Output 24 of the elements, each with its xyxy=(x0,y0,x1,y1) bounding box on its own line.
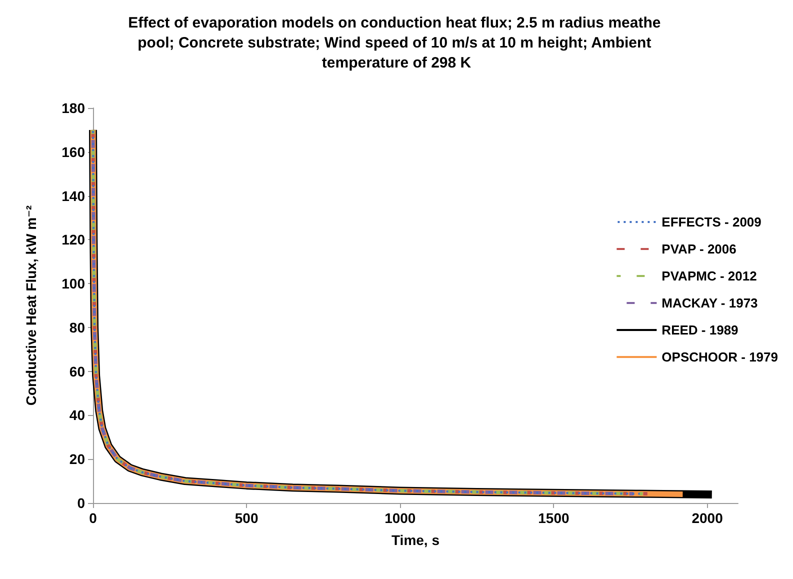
y-tick-label: 0 xyxy=(77,495,86,511)
legend-label: MACKAY - 1973 xyxy=(662,296,758,310)
y-tick-label: 140 xyxy=(62,188,86,204)
y-tick-label: 120 xyxy=(62,232,86,248)
y-tick-label: 40 xyxy=(69,407,86,424)
legend-label: REED - 1989 xyxy=(662,322,738,338)
x-tick-label: 0 xyxy=(89,510,98,526)
y-axis-title: Conductive Heat Flux, kW m⁻² xyxy=(23,205,39,406)
legend-label: EFFECTS - 2009 xyxy=(662,214,762,230)
x-tick-label: 1500 xyxy=(538,510,570,526)
y-tick-label: 20 xyxy=(69,451,86,468)
y-tick-label: 160 xyxy=(62,144,86,160)
x-axis-title: Time, s xyxy=(392,532,440,548)
chart-title: Effect of evaporation models on conduction heat flux; 2.5 m radius meathe pool; Concrete substrate; Wind speed of 10 m/s at 10 m height; Ambient temperature of 298 K xyxy=(128,14,665,72)
y-tick-label: 60 xyxy=(69,363,86,380)
legend-label: PVAPMC - 2012 xyxy=(662,268,757,284)
x-tick-label: 2000 xyxy=(692,510,724,526)
legend-label: OPSCHOOR - 1979 xyxy=(662,350,778,364)
y-tick-label: 80 xyxy=(69,319,86,336)
x-tick-label: 500 xyxy=(234,510,258,526)
y-tick-label: 100 xyxy=(62,276,86,292)
legend-label: PVAP - 2006 xyxy=(662,242,736,256)
x-tick-label: 1000 xyxy=(384,510,416,526)
y-tick-label: 180 xyxy=(62,100,86,116)
